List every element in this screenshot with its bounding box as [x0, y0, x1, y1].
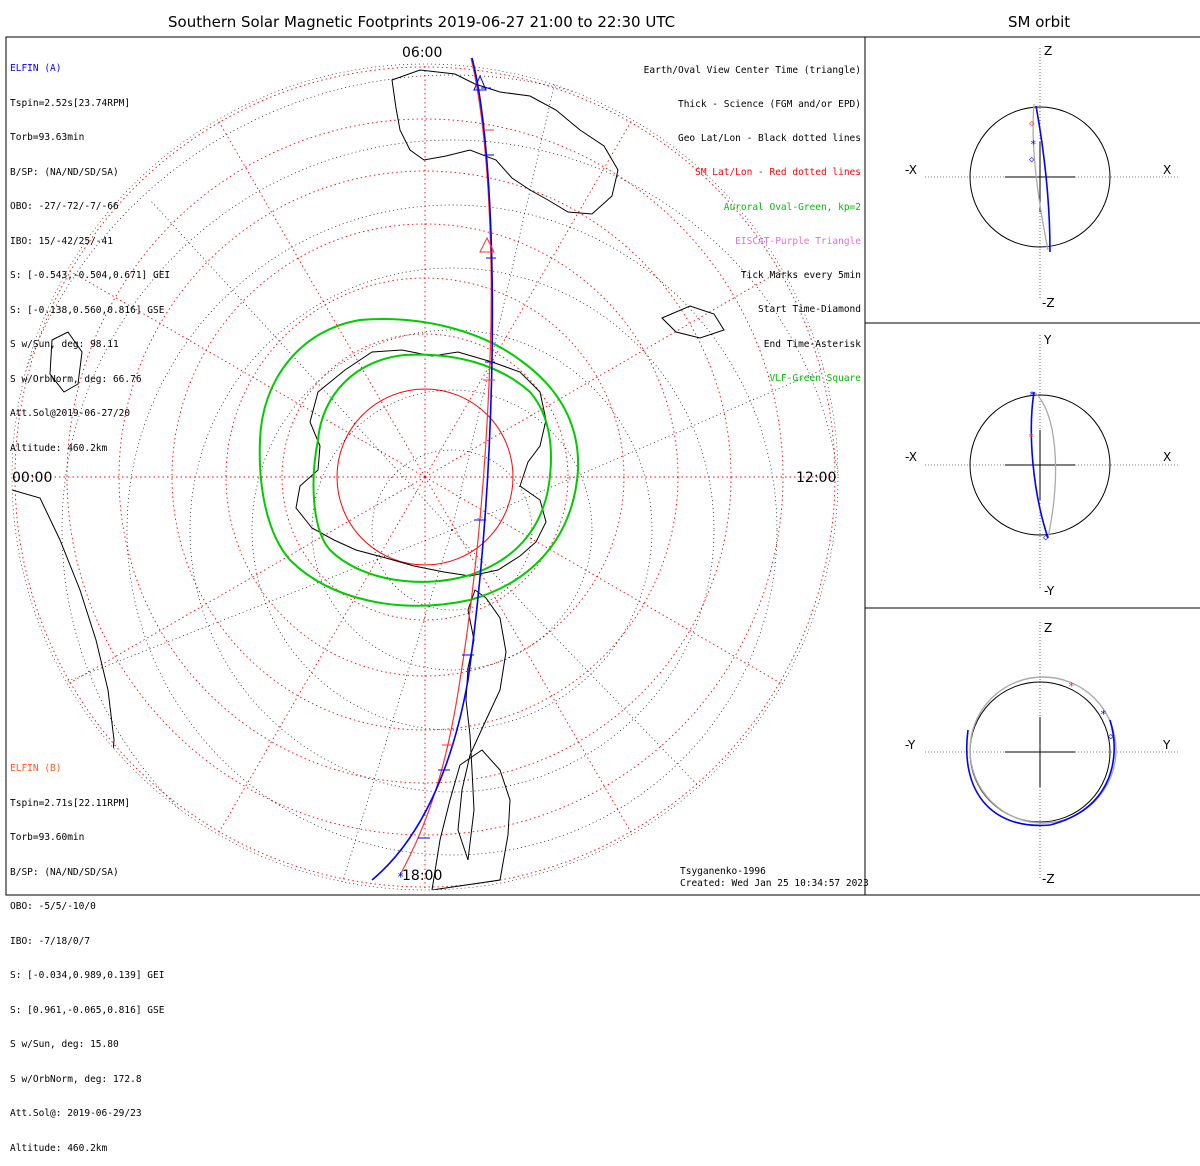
auroral-ovals	[258, 318, 580, 607]
svg-text:*: *	[1068, 680, 1075, 693]
elfin-a-line: Tspin=2.52s[23.74RPM]	[10, 97, 131, 109]
panel1-left-label: -X	[905, 163, 917, 177]
clock-label-right: 12:00	[796, 470, 837, 486]
elfin-b-line: Torb=93.60min	[10, 832, 85, 843]
elfin-b-center-triangle	[479, 236, 495, 253]
antarctica-outline	[295, 349, 547, 577]
legend-entry: Start Time-Diamond	[758, 304, 861, 316]
elfin-b-track	[399, 57, 492, 876]
legend-entry: SM Lat/Lon - Red dotted lines	[695, 167, 861, 179]
panel1-top-label: Z	[1044, 44, 1053, 58]
elfin-b-line: S: [0.961,-0.065,0.816] GSE	[10, 1004, 165, 1016]
panel3-left-label: -Y	[905, 738, 916, 752]
svg-text:◇: ◇	[1043, 533, 1049, 543]
panel3-bottom-label: -Z	[1042, 872, 1055, 886]
elfin-a-line: IBO: 15/-42/25/-41	[10, 235, 113, 247]
side-title: SM orbit	[1008, 13, 1071, 31]
clock-label-top: 06:00	[402, 45, 443, 61]
elfin-a-line: S w/Sun, deg: 98.11	[10, 339, 119, 350]
elfin-a-line: B/SP: (NA/ND/SD/SA)	[10, 166, 119, 178]
elfin-b-ticks	[442, 129, 495, 746]
elfin-a-line: S: [-0.138,0.560,0.816] GSE	[10, 304, 165, 316]
svg-text:*: *	[1028, 432, 1034, 443]
panel1-bottom-label: -Z	[1042, 296, 1055, 310]
oval-inner	[312, 353, 552, 583]
elfin-a-center-triangle	[473, 74, 487, 91]
elfin-b-name: ELFIN (B)	[10, 763, 62, 774]
panel2-top-label: Y	[1044, 333, 1052, 347]
elfin-b-line: S w/Sun, deg: 15.80	[10, 1039, 119, 1050]
svg-text:*: *	[1029, 390, 1035, 401]
map-frame	[5, 36, 866, 896]
svg-text:◇: ◇	[1108, 732, 1114, 742]
created-label: Created: Wed Jan 25 10:34:57 2023	[680, 878, 869, 889]
elfin-b-line: B/SP: (NA/ND/SD/SA)	[10, 866, 119, 878]
elfin-a-line: S w/OrbNorm, deg: 66.76	[10, 373, 142, 385]
south-america-outline	[457, 589, 507, 861]
legend-entry: Auroral Oval-Green, kp=2	[723, 201, 861, 213]
map-boundary	[11, 63, 839, 891]
new-zealand-outline	[661, 305, 725, 339]
svg-text:◇: ◇	[1029, 155, 1035, 165]
svg-text:*: *	[1030, 138, 1037, 151]
elfin-a-ticks	[418, 87, 496, 839]
legend-entry: VLF-Green Square	[769, 372, 861, 384]
panel3-top-label: Z	[1044, 621, 1053, 635]
panel3-right-label: Y	[1163, 738, 1171, 752]
model-label: Tsyganenko-1996	[680, 866, 766, 877]
elfin-a-line: Torb=93.63min	[10, 132, 85, 143]
elfin-b-path	[399, 57, 492, 876]
panel2-bottom-label: -Y	[1044, 584, 1055, 598]
elfin-a-line: Att.Sol@2019-06-27/20	[10, 408, 131, 419]
africa-outline	[431, 749, 511, 890]
clock-label-left: 00:00	[12, 470, 53, 486]
elfin-a-name: ELFIN (A)	[10, 63, 62, 74]
elfin-b-line: Altitude: 460.2km	[10, 1142, 108, 1154]
elfin-a-end-asterisk: *	[397, 870, 404, 884]
elfin-a-line: S: [-0.543,-0.504,0.671] GEI	[10, 270, 171, 281]
australia-outline	[391, 69, 619, 215]
panel2-right-label: X	[1163, 450, 1172, 464]
legend-entry: Earth/Oval View Center Time (triangle)	[643, 64, 861, 76]
legend: Earth/Oval View Center Time (triangle) T…	[644, 42, 861, 396]
legend-entry: Thick - Science (FGM and/or EPD)	[677, 99, 861, 111]
panel2-left-label: -X	[905, 450, 917, 464]
panel1-right-label: X	[1163, 163, 1172, 177]
elfin-b-line: IBO: -7/18/0/7	[10, 935, 91, 947]
panel-xy: * * ◇	[925, 335, 1180, 590]
oval-outer	[258, 318, 580, 607]
plot-canvas: * ◇ * ◇ * * ◇ * * ◇	[5, 36, 1200, 896]
elfin-a-line: Altitude: 460.2km	[10, 442, 108, 454]
elfin-a-path	[371, 57, 494, 881]
main-title: Southern Solar Magnetic Footprints 2019-…	[168, 13, 676, 31]
panel-xz: ◇ * ◇	[925, 48, 1180, 300]
sm-pole-ring	[336, 388, 514, 566]
panel-yz: * * ◇	[925, 622, 1180, 878]
elfin-a-track	[371, 57, 494, 881]
asia-outline	[253, 64, 675, 111]
legend-entry: Geo Lat/Lon - Black dotted lines	[677, 133, 861, 145]
legend-entry: End Time-Asterisk	[763, 338, 861, 350]
elfin-b-line: Tspin=2.71s[22.11RPM]	[10, 797, 131, 809]
elfin-b-line: S: [-0.034,0.989,0.139] GEI	[10, 970, 165, 981]
elfin-b-info: ELFIN (B) Tspin=2.71s[22.11RPM] Torb=93.…	[10, 740, 164, 1166]
legend-entry: EISCAT-Purple Triangle	[735, 235, 861, 247]
geo-grid	[12, 64, 838, 890]
elfin-b-line: S w/OrbNorm, deg: 172.8	[10, 1073, 142, 1085]
madagascar-outline	[49, 331, 83, 393]
svg-text:◇: ◇	[1029, 119, 1035, 129]
svg-text:*: *	[1100, 708, 1107, 721]
elfin-a-line: OBO: -27/-72/-7/-66	[10, 201, 119, 212]
elfin-b-line: Att.Sol@: 2019-06-29/23	[10, 1108, 142, 1119]
clock-label-bottom: 18:00	[402, 868, 443, 884]
sm-longitude-grid	[12, 64, 838, 890]
legend-entry: Tick Marks every 5min	[740, 270, 861, 282]
elfin-a-info: ELFIN (A) Tspin=2.52s[23.74RPM] Torb=93.…	[10, 40, 170, 466]
elfin-b-line: OBO: -5/5/-10/0	[10, 901, 96, 912]
